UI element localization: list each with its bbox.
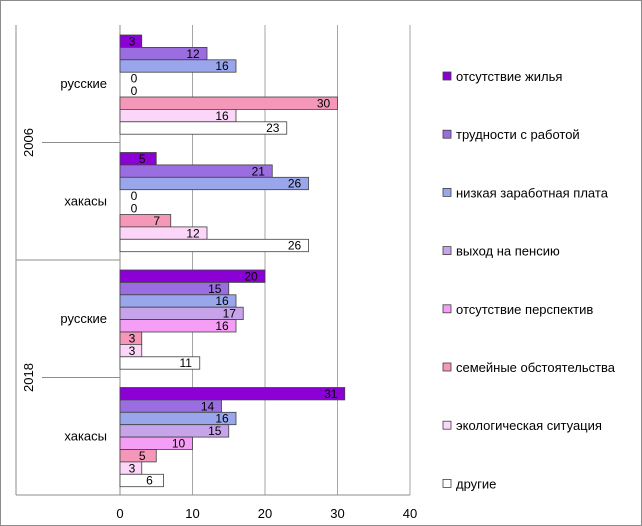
- data-label-0-0-4: 0: [131, 84, 138, 98]
- data-label-1-1-7: 6: [146, 474, 153, 488]
- data-label-0-0-5: 30: [317, 96, 331, 110]
- bar-0-1-5: [119, 214, 172, 228]
- legend-swatch-5: [442, 362, 452, 372]
- legend-label-4: отсутствие перспектив: [456, 302, 593, 317]
- bar-1-1-7: [119, 473, 164, 488]
- legend-label-6: экологическая ситуация: [456, 418, 602, 433]
- data-label-1-1-3: 15: [208, 424, 222, 438]
- data-label-1-0-1: 15: [208, 282, 222, 296]
- legend-label-1: трудности с работой: [456, 127, 580, 142]
- data-label-0-0-0: 3: [129, 34, 136, 48]
- category-label-0-0: русские: [60, 76, 107, 91]
- bar-1-0-7: [119, 356, 201, 370]
- bar-0-1-7: [119, 238, 309, 253]
- legend-swatch-4: [442, 304, 452, 314]
- x-tick-label-2: 20: [258, 506, 272, 521]
- data-label-0-1-5: 7: [153, 214, 160, 228]
- legend-swatch-0: [442, 71, 452, 81]
- data-label-1-1-2: 16: [215, 412, 229, 426]
- legend-label-5: семейные обстоятельства: [456, 360, 616, 375]
- data-label-0-0-1: 12: [186, 47, 200, 61]
- category-label-1-1: хакасы: [64, 428, 107, 443]
- legend-swatch-2: [442, 187, 452, 197]
- data-label-0-0-6: 16: [215, 109, 229, 123]
- legend-swatch-6: [442, 420, 452, 430]
- data-label-1-0-4: 16: [215, 319, 229, 333]
- data-label-0-0-2: 16: [215, 59, 229, 73]
- legend-label-3: выход на пенсию: [456, 244, 560, 259]
- x-tick-label-1: 10: [185, 506, 199, 521]
- legend-label-0: отсутствие жилья: [456, 69, 562, 84]
- data-label-1-1-6: 3: [129, 461, 136, 475]
- data-label-1-1-4: 10: [172, 437, 186, 451]
- bar-1-0-4: [119, 319, 237, 333]
- group-label-1: 2018: [21, 363, 36, 392]
- data-label-0-1-3: 0: [131, 189, 138, 203]
- data-label-0-1-7: 26: [288, 239, 302, 253]
- legend-swatch-3: [442, 246, 452, 256]
- bar-1-1-0: [119, 387, 346, 401]
- category-label-1-0: русские: [60, 311, 107, 326]
- data-label-1-1-0: 31: [324, 387, 338, 401]
- bar-0-0-2: [119, 59, 237, 73]
- x-tick-label-3: 30: [330, 506, 344, 521]
- data-label-1-1-5: 5: [139, 449, 146, 463]
- group-label-0: 2006: [21, 128, 36, 157]
- bar-1-0-0: [119, 269, 266, 283]
- data-label-1-0-7: 11: [180, 356, 193, 370]
- data-label-1-0-3: 17: [223, 307, 237, 321]
- data-label-0-1-2: 26: [288, 177, 302, 191]
- data-label-0-0-7: 23: [266, 121, 280, 135]
- data-label-1-0-0: 20: [244, 269, 258, 283]
- legend-label-2: низкая заработная плата: [456, 185, 609, 200]
- data-label-0-0-3: 0: [131, 72, 138, 86]
- bar-0-0-5: [119, 96, 338, 110]
- data-label-1-0-2: 16: [215, 294, 229, 308]
- data-label-0-1-1: 21: [252, 164, 266, 178]
- legend-swatch-1: [442, 129, 452, 139]
- data-label-1-0-6: 3: [129, 344, 136, 358]
- data-label-0-1-6: 12: [186, 226, 200, 240]
- data-label-1-0-5: 3: [129, 331, 136, 345]
- bar-0-1-2: [119, 176, 309, 191]
- data-label-0-1-4: 0: [131, 202, 138, 216]
- data-label-0-1-0: 5: [139, 152, 146, 166]
- legend-label-7: другие: [456, 476, 496, 491]
- category-label-0-1: хакасы: [64, 193, 107, 208]
- legend-swatch-7: [442, 478, 452, 488]
- bar-0-0-7: [119, 121, 288, 135]
- data-label-1-1-1: 14: [201, 399, 215, 413]
- bar-0-1-1: [119, 164, 273, 178]
- x-tick-label-0: 0: [116, 506, 123, 521]
- x-tick-label-4: 40: [403, 506, 417, 521]
